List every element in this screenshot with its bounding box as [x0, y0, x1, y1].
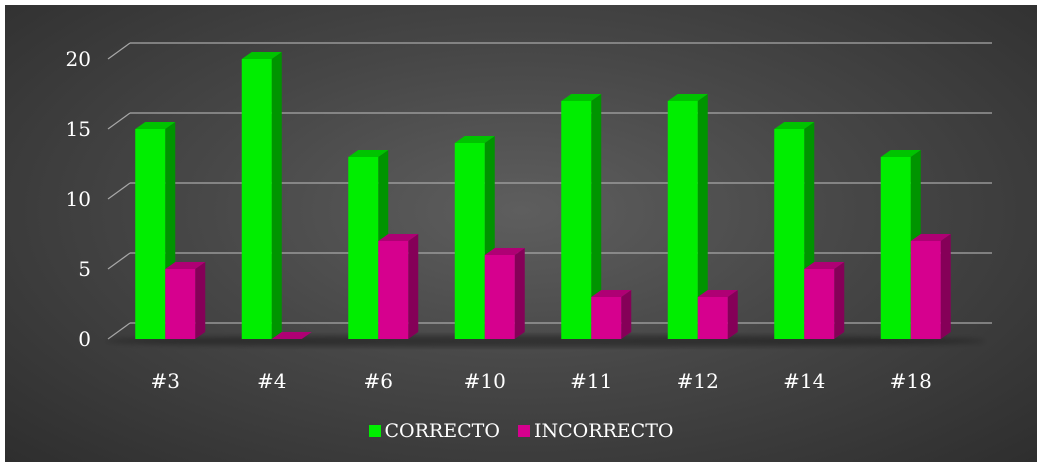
bar-top — [804, 262, 845, 269]
bar-front — [135, 129, 166, 339]
bar-top — [667, 94, 708, 101]
bar-side — [271, 52, 282, 339]
chart-area: 0 5 10 15 20 #3 #4 #6 #10 #11 #12 #14 #18 CORRECTO I… — [5, 5, 1037, 462]
x-tick-label: #4 — [257, 369, 286, 393]
bar-incorrecto-6 — [378, 234, 419, 339]
bar-top — [591, 290, 632, 297]
x-tick-label: #18 — [890, 369, 932, 393]
gridline-diag-0 — [107, 322, 131, 340]
bar-front — [378, 241, 409, 339]
y-tick-label: 20 — [66, 47, 91, 71]
gridline-diag-5 — [107, 252, 131, 270]
bar-front — [591, 297, 622, 339]
bar-correcto-4 — [241, 52, 282, 339]
bar-side — [727, 290, 738, 339]
bar-front — [561, 101, 592, 339]
bar-front — [667, 101, 698, 339]
bar-front — [804, 269, 835, 339]
bar-top — [241, 52, 282, 59]
bar-side — [408, 234, 419, 339]
legend-swatch-correcto — [368, 425, 381, 437]
bar-front — [348, 157, 379, 339]
x-tick-label: #6 — [364, 369, 393, 393]
legend-item-incorrecto: INCORRECTO — [517, 420, 674, 442]
bar-front — [697, 297, 728, 339]
bar-front — [484, 255, 515, 339]
y-tick-label: 5 — [78, 257, 91, 281]
y-tick-label: 0 — [78, 327, 91, 351]
bar-correcto-10 — [454, 136, 495, 339]
bar-correcto-11 — [561, 94, 602, 339]
bar-front — [910, 241, 941, 339]
bar-top — [135, 122, 176, 129]
legend-label-incorrecto: INCORRECTO — [533, 420, 674, 442]
bar-side — [834, 262, 845, 339]
bar-side — [697, 94, 708, 339]
bar-correcto-12 — [667, 94, 708, 339]
bar-top — [454, 136, 495, 143]
bar-incorrecto-14 — [804, 262, 845, 339]
bar-top — [880, 150, 921, 157]
bar-top — [697, 290, 738, 297]
bar-top — [378, 234, 419, 241]
y-tick-label: 15 — [66, 117, 91, 141]
bar-side — [621, 290, 632, 339]
x-tick-label: #10 — [464, 369, 506, 393]
bar-front — [774, 129, 805, 339]
bar-top — [348, 150, 389, 157]
bar-front — [880, 157, 911, 339]
bar-incorrecto-10 — [484, 248, 525, 339]
y-tick-label: 10 — [66, 187, 91, 211]
bar-top — [910, 234, 951, 241]
bar-incorrecto-3 — [165, 262, 206, 339]
x-tick-label: #3 — [151, 369, 180, 393]
gridline-diag-10 — [107, 182, 131, 200]
bar-incorrecto-4 — [271, 332, 312, 339]
bar-side — [195, 262, 206, 339]
bar-top — [484, 248, 525, 255]
bar-incorrecto-12 — [697, 290, 738, 339]
legend-label-correcto: CORRECTO — [384, 420, 500, 442]
x-tick-label: #12 — [677, 369, 719, 393]
bar-front — [241, 59, 272, 339]
bar-incorrecto-11 — [591, 290, 632, 339]
bar-incorrecto-18 — [910, 234, 951, 339]
gridline-diag-15 — [107, 112, 131, 130]
bar-top — [774, 122, 815, 129]
legend: CORRECTO INCORRECTO — [5, 420, 1037, 442]
bar-side — [514, 248, 525, 339]
bar-top — [165, 262, 206, 269]
x-tick-label: #14 — [783, 369, 825, 393]
x-tick-label: #11 — [570, 369, 612, 393]
bar-side — [591, 94, 602, 339]
bar-top — [271, 332, 312, 339]
legend-item-correcto: CORRECTO — [368, 420, 500, 442]
bar-front — [454, 143, 485, 339]
legend-swatch-incorrecto — [517, 425, 530, 437]
floor-shadow — [105, 335, 985, 347]
gridline-diag-20 — [107, 42, 131, 60]
bar-top — [561, 94, 602, 101]
bar-side — [940, 234, 951, 339]
bar-front — [165, 269, 196, 339]
bar-chart: 0 5 10 15 20 #3 #4 #6 #10 #11 #12 #14 #18 — [66, 42, 992, 393]
